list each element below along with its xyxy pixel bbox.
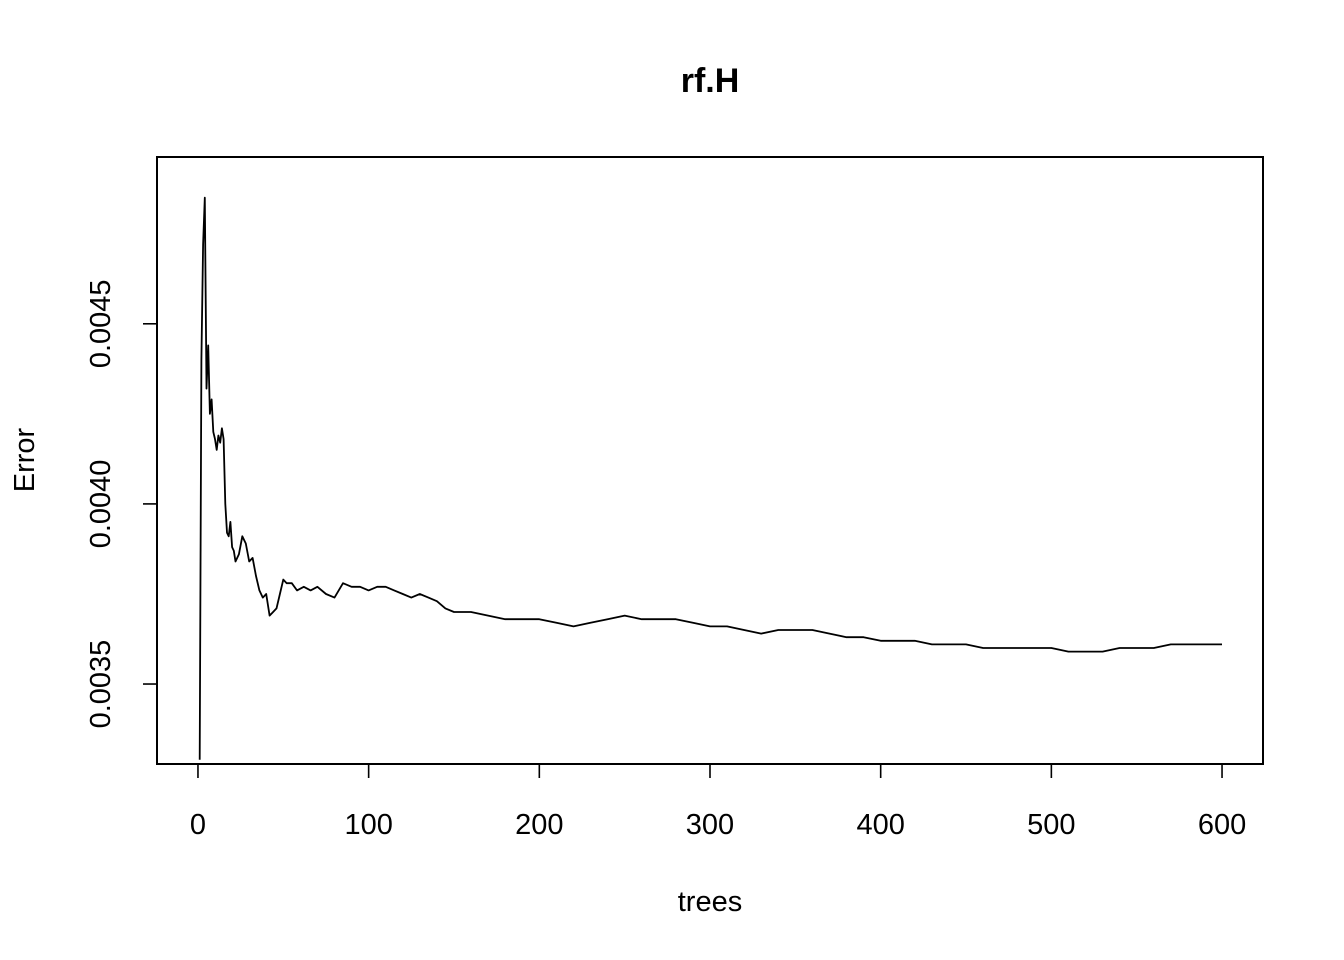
x-axis-label: trees <box>678 886 742 918</box>
x-tick-label: 300 <box>686 809 734 841</box>
x-tick-label: 500 <box>1027 809 1075 841</box>
y-axis-label: Error <box>9 427 41 492</box>
series-layer <box>198 196 1222 760</box>
x-axis: 0 100 200 300 400 500 600 <box>190 763 1246 841</box>
chart-title: rf.H <box>681 62 740 100</box>
error-series-line <box>198 196 1222 760</box>
x-tick-label: 0 <box>190 809 206 841</box>
plot-frame <box>156 156 1264 765</box>
x-tick-label: 100 <box>344 809 392 841</box>
y-axis: 0.0035 0.0040 0.0045 <box>85 279 158 729</box>
x-tick-label: 400 <box>856 809 904 841</box>
y-tick-label: 0.0035 <box>85 640 117 729</box>
x-tick-label: 600 <box>1198 809 1246 841</box>
x-tick-label: 200 <box>515 809 563 841</box>
y-tick-label: 0.0045 <box>85 279 117 368</box>
y-tick-label: 0.0040 <box>85 460 117 549</box>
